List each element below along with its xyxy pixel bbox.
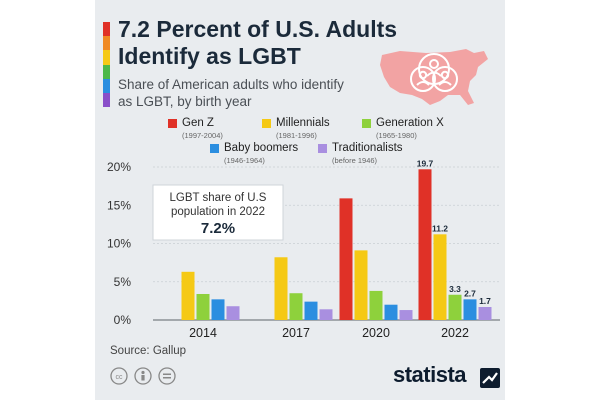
legend-label: Millennials — [276, 117, 330, 129]
bar-traditionalists — [399, 310, 413, 320]
callout-box: LGBT share of U.S population in 2022 7.2… — [152, 184, 284, 241]
bar-generation-x — [196, 293, 210, 320]
bar-millennials — [433, 234, 447, 320]
callout-value: 7.2% — [201, 220, 235, 237]
legend-swatch-traditionalists — [318, 144, 327, 153]
data-labels: 19.7 11.2 3.3 2.71.7 — [417, 158, 491, 306]
license-icons: cc — [110, 367, 176, 385]
cc-icon: cc — [110, 367, 128, 385]
statista-logo-icon — [480, 368, 500, 388]
bar-chart: 0% 5% 10% 15% 20% 19.7 11.2 3.3 2.71.7 2014 2017… — [107, 158, 500, 340]
y-tick-label: 10% — [107, 237, 131, 251]
rainbow-blue — [103, 78, 110, 93]
rainbow-red — [103, 22, 110, 37]
bar-baby-boomers — [304, 301, 318, 320]
legend-label: Generation X — [376, 117, 444, 129]
svg-text:cc: cc — [116, 374, 124, 381]
rainbow-yellow — [103, 50, 110, 65]
bars — [181, 169, 492, 320]
legend-years: (1965-1980) — [376, 131, 417, 140]
data-label: 19.7 — [417, 158, 434, 168]
legend-label: Baby boomers — [224, 142, 299, 154]
bar-gen-z — [418, 169, 432, 320]
bar-traditionalists — [226, 306, 240, 320]
callout-line2: population in 2022 — [171, 206, 265, 218]
y-tick-label: 5% — [114, 275, 132, 289]
statista-wordmark: statista — [393, 362, 467, 387]
bar-gen-z — [339, 198, 353, 320]
bar-baby-boomers — [463, 299, 477, 320]
usa-map-icon — [380, 49, 488, 105]
legend-swatch-millennials — [262, 119, 271, 128]
rainbow-purple — [103, 92, 110, 108]
rainbow-green — [103, 64, 110, 79]
bar-millennials — [181, 271, 195, 320]
bar-baby-boomers — [384, 304, 398, 320]
bar-traditionalists — [319, 309, 333, 320]
legend-swatch-generation-x — [362, 119, 371, 128]
legend-swatch-gen-z — [168, 119, 177, 128]
bar-generation-x — [289, 293, 303, 320]
legend-years: (1981-1996) — [276, 131, 317, 140]
legend-label: Gen Z — [182, 117, 214, 129]
bar-millennials — [354, 250, 368, 320]
bar-traditionalists — [478, 306, 492, 320]
y-tick-label: 15% — [107, 198, 131, 212]
y-tick-label: 20% — [107, 160, 131, 174]
person-icon — [134, 367, 152, 385]
x-tick-label: 2020 — [362, 326, 390, 340]
data-label: 3.3 — [449, 284, 461, 294]
x-tick-label: 2022 — [441, 326, 469, 340]
chart-subtitle: Share of American adults who identify as… — [118, 77, 344, 109]
legend-label: Traditionalists — [332, 142, 403, 154]
bar-generation-x — [448, 294, 462, 320]
equals-icon — [158, 367, 176, 385]
source-note: Source: Gallup — [110, 345, 187, 357]
data-label: 2.7 — [464, 288, 476, 298]
rainbow-orange — [103, 36, 110, 51]
bar-generation-x — [369, 290, 383, 320]
y-tick-label: 0% — [114, 313, 132, 327]
data-label: 1.7 — [479, 296, 491, 306]
legend-swatch-baby-boomers — [210, 144, 219, 153]
legend-years: (before 1946) — [332, 156, 378, 165]
x-tick-label: 2017 — [282, 326, 310, 340]
chart-title: 7.2 Percent of U.S. Adults Identify as L… — [118, 16, 398, 69]
data-label: 11.2 — [432, 223, 448, 233]
bar-millennials — [274, 257, 288, 320]
bar-baby-boomers — [211, 299, 225, 320]
legend-years: (1946-1964) — [224, 156, 265, 165]
x-tick-labels: 2014 2017 2020 2022 — [189, 326, 469, 340]
x-tick-label: 2014 — [189, 326, 217, 340]
callout-line1: LGBT share of U.S — [170, 192, 267, 204]
rainbow-stripe — [103, 22, 110, 108]
legend-years: (1997-2004) — [182, 131, 223, 140]
y-tick-labels: 0% 5% 10% 15% 20% — [107, 160, 131, 327]
